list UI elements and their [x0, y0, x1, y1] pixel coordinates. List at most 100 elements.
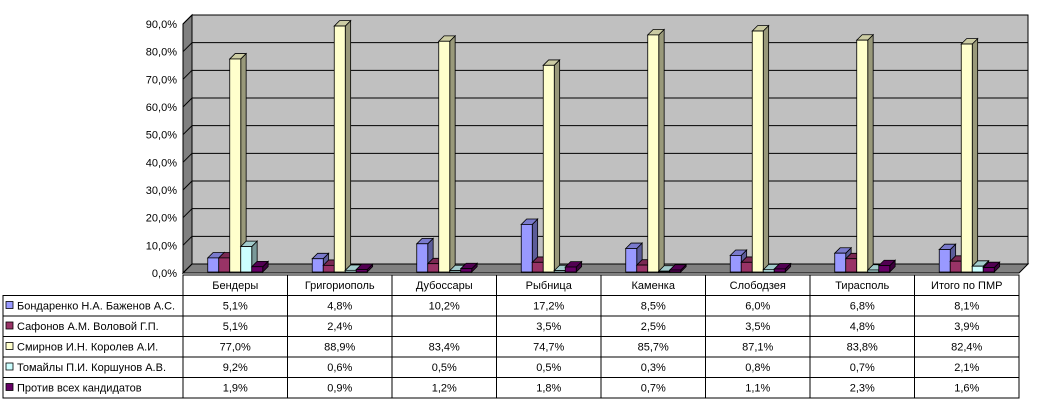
data-label: 74,7%	[533, 342, 564, 354]
bar-side	[658, 28, 665, 273]
legend-swatch	[5, 362, 14, 371]
bar-front	[520, 224, 533, 273]
y-tick-label: 80,0%	[146, 47, 177, 59]
bar-front	[564, 266, 577, 273]
bar	[333, 19, 352, 273]
bars	[206, 19, 1001, 273]
category-label: Рыбница	[526, 280, 573, 292]
gridline-side	[182, 208, 193, 219]
bar-front	[740, 261, 753, 273]
data-label: 0,3%	[641, 362, 666, 374]
bar-front	[751, 30, 764, 273]
gridline-side	[182, 14, 193, 25]
data-label: 6,0%	[745, 301, 770, 313]
data-label: 0,6%	[327, 362, 352, 374]
bar	[855, 33, 875, 273]
gridline-side	[182, 263, 193, 274]
legend-swatch	[5, 321, 14, 330]
bar-front	[949, 260, 962, 273]
data-label: 2,1%	[954, 362, 979, 374]
bar-front	[960, 43, 973, 273]
bar-side	[971, 37, 979, 273]
data-label: 0,7%	[850, 362, 875, 374]
category-label: Тирасполь	[835, 280, 889, 292]
bar-side	[240, 52, 247, 273]
bar	[877, 259, 897, 273]
bar-front	[845, 258, 858, 273]
bar-front	[669, 269, 682, 273]
legend-swatch	[5, 301, 14, 309]
data-label: 88,9%	[324, 342, 355, 354]
bar-side	[553, 58, 561, 273]
data-label: 77,0%	[220, 342, 251, 354]
bar	[250, 260, 270, 273]
bar-front	[647, 34, 660, 273]
bar	[228, 52, 248, 273]
data-label: 82,4%	[951, 342, 982, 354]
data-label: 3,5%	[536, 321, 561, 333]
data-label: 87,1%	[742, 342, 773, 354]
bar-front	[834, 252, 847, 273]
bar-front	[553, 270, 566, 273]
data-label: 1,1%	[745, 383, 770, 395]
data-label: 2,4%	[327, 321, 352, 333]
bar-front	[460, 268, 473, 273]
legend-label: Томайлы П.И. Коршунов А.В.	[17, 362, 166, 374]
bar-front	[878, 265, 891, 273]
legend-label: Сафонов А.М. Воловой Г.П.	[17, 321, 159, 333]
data-label: 4,8%	[850, 321, 875, 333]
data-label: 1,8%	[536, 383, 561, 395]
data-label: 5,1%	[223, 301, 248, 313]
bar-front	[762, 269, 775, 273]
data-label: 5,1%	[223, 321, 248, 333]
bar-side	[344, 19, 352, 273]
data-label: 1,9%	[223, 383, 248, 395]
side-wall	[182, 13, 193, 275]
y-tick-label: 40,0%	[146, 157, 177, 169]
data-label: 83,8%	[847, 342, 878, 354]
data-label: 6,8%	[850, 301, 875, 313]
bar-front	[344, 269, 357, 273]
plot-area	[181, 13, 1030, 275]
bar-side	[867, 33, 874, 273]
bar-front	[207, 257, 220, 273]
bar-front	[856, 39, 869, 273]
bar-front	[982, 267, 995, 273]
data-label: 0,5%	[432, 362, 457, 374]
bar-front	[971, 265, 984, 273]
bar-side	[762, 24, 770, 273]
data-label: 2,3%	[850, 383, 875, 395]
legend-label: Смирнов И.Н. Королев А.И.	[17, 342, 158, 354]
data-table: Бендеры Григориополь Дубоссары Рыбница Камен…	[2, 274, 1020, 399]
gridline-side	[182, 42, 193, 53]
category-label: Дубоссары	[416, 280, 473, 292]
data-label: 0,5%	[536, 362, 561, 374]
bar-front	[531, 261, 544, 273]
bar-front	[542, 64, 555, 273]
bar-front	[322, 264, 335, 273]
y-tick-label: 20,0%	[146, 213, 177, 225]
y-tick-label: 50,0%	[146, 130, 177, 142]
category-label: Григориополь	[305, 280, 375, 292]
gridline-side	[182, 97, 193, 108]
data-label: 85,7%	[638, 342, 669, 354]
category-label: Итого по ПМР	[931, 280, 1002, 292]
bar	[437, 34, 457, 273]
data-label: 9,2%	[223, 362, 248, 374]
back-wall	[191, 14, 1029, 265]
bar-front	[773, 268, 786, 273]
data-label: 8,1%	[954, 301, 979, 313]
data-label: 1,2%	[432, 383, 457, 395]
data-label: 17,2%	[533, 301, 564, 313]
floor	[181, 263, 1030, 274]
bar-side	[449, 34, 456, 273]
data-label: 2,5%	[641, 321, 666, 333]
data-label: 0,8%	[745, 362, 770, 374]
category-label: Слободзея	[730, 280, 786, 292]
bar	[355, 263, 374, 273]
y-axis-ticks: 0,0% 10,0% 20,0% 30,0% 40,0% 50,0% 60,0% 70,0% 8…	[146, 19, 177, 280]
gridline-side	[182, 69, 193, 80]
bar	[751, 24, 770, 273]
bar-front	[867, 269, 880, 273]
bar-front	[229, 58, 242, 273]
